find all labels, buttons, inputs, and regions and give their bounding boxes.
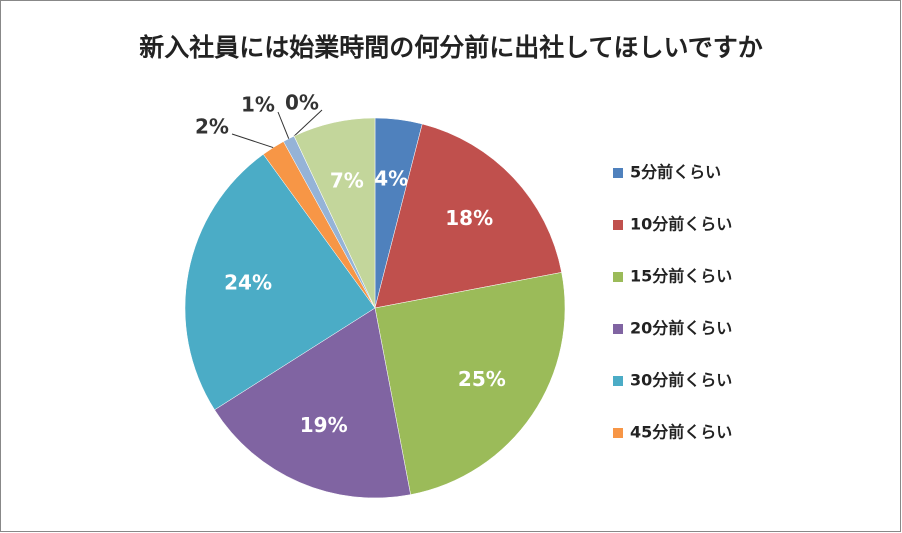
data-label: 4% [374, 166, 408, 190]
data-label: 24% [224, 270, 272, 294]
legend-swatch [613, 272, 623, 282]
legend-swatch [613, 324, 623, 334]
legend-label: 20分前くらい [630, 319, 732, 338]
pie-slice [293, 117, 376, 309]
pie-slice [374, 272, 566, 495]
pie-slice [374, 123, 562, 309]
pie-slice [214, 307, 411, 499]
data-label: 25% [458, 367, 506, 391]
legend-label: 10分前くらい [630, 215, 732, 234]
legend-label: 45分前くらい [630, 423, 732, 442]
legend-label: 5分前くらい [630, 163, 721, 182]
data-label: 18% [445, 206, 493, 230]
legend-swatch [613, 428, 623, 438]
data-label: 19% [300, 413, 348, 437]
data-label: 7% [330, 168, 364, 192]
legend-swatch [613, 376, 623, 386]
legend-label: 30分前くらい [630, 371, 732, 390]
leader-line [231, 133, 274, 149]
data-label: 1% [241, 93, 275, 117]
legend-swatch [613, 168, 623, 178]
legend-label: 15分前くらい [630, 267, 732, 286]
data-label: 2% [195, 115, 229, 139]
data-label: 0% [285, 91, 319, 115]
leader-line [277, 111, 290, 139]
pie-slice [184, 153, 376, 411]
leader-line [293, 109, 323, 137]
legend-swatch [613, 220, 623, 230]
chart-title: 新入社員には始業時間の何分前に出社してほしいですか [139, 33, 763, 62]
